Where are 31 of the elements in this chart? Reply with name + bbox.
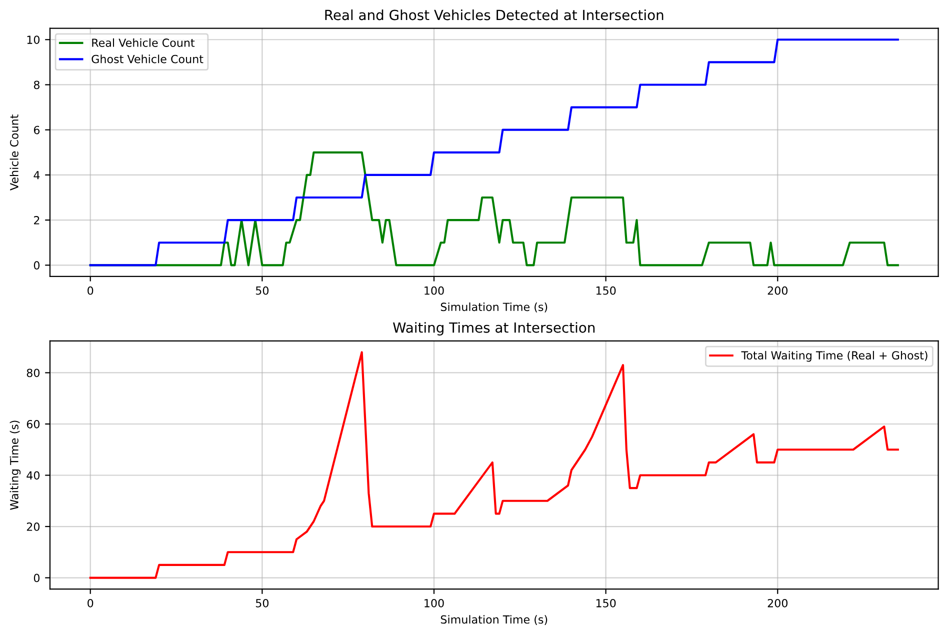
legend-label: Total Waiting Time (Real + Ghost) <box>741 350 928 362</box>
line-series <box>89 38 899 266</box>
x-tick-label: 0 <box>88 598 94 608</box>
y-tick-label: 60 <box>26 420 40 428</box>
x-tick-label: 50 <box>256 286 269 295</box>
x-tick-label: 200 <box>768 286 788 295</box>
x-tick-label: 0 <box>88 286 94 295</box>
legend-label: Real Vehicle Count <box>92 38 195 47</box>
y-tick-label: 6 <box>34 126 40 134</box>
y-tick-label: 0 <box>34 261 40 270</box>
y-axis-title: Waiting Time (s) <box>10 420 21 510</box>
x-tick-label: 100 <box>424 598 444 608</box>
y-tick-label: 4 <box>34 171 40 180</box>
y-tick-label: 2 <box>34 216 40 224</box>
x-tick-label: 100 <box>424 286 444 295</box>
y-axis-title: Vehicle Count <box>10 114 18 190</box>
x-tick-label: 150 <box>596 286 616 295</box>
y-tick-label: 0 <box>34 574 40 582</box>
y-tick-label: 80 <box>26 368 40 378</box>
y-tick-label: 20 <box>26 522 40 531</box>
chart-title: Real and Ghost Vehicles Detected at Intersection <box>325 9 664 20</box>
chart-title: Waiting Times at Intersection <box>393 322 595 336</box>
x-tick-label: 200 <box>768 598 788 608</box>
legend-label: Ghost Vehicle Count <box>92 54 204 64</box>
x-axis-title: Simulation Time (s) <box>440 615 548 625</box>
x-tick-label: 50 <box>256 598 269 608</box>
y-tick-label: 10 <box>27 36 40 44</box>
x-axis-title: Simulation Time (s) <box>440 302 548 312</box>
y-tick-label: 8 <box>34 80 40 90</box>
y-tick-label: 40 <box>26 471 40 480</box>
x-tick-label: 150 <box>596 598 616 608</box>
